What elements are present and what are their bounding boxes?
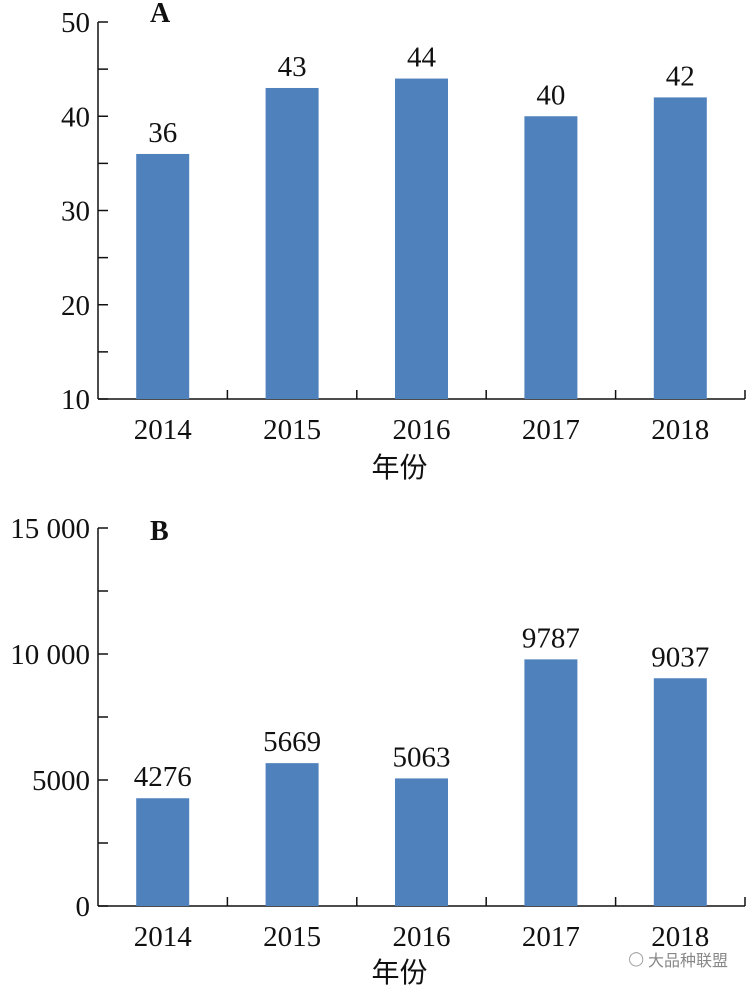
y-tick-label: 5000 [32, 765, 90, 797]
bar-2017 [524, 116, 578, 399]
x-tick-label-2017: 2017 [522, 414, 580, 446]
y-tick-label: 0 [76, 891, 91, 923]
bar-2014 [136, 798, 190, 906]
y-tick-label: 15 000 [10, 513, 90, 545]
x-axis-title: 年份 [371, 957, 427, 989]
y-tick-label: 50 [61, 7, 90, 39]
data-label-2016: 5063 [393, 741, 451, 773]
data-label-2014: 4276 [134, 761, 192, 793]
bar-2015 [265, 87, 319, 399]
x-tick-label-2018: 2018 [651, 921, 709, 953]
x-tick-label-2016: 2016 [393, 414, 451, 446]
data-label-2016: 44 [407, 42, 437, 74]
data-label-2017: 9787 [522, 622, 580, 654]
x-tick-label-2017: 2017 [522, 921, 580, 953]
bar-2016 [395, 778, 448, 906]
bar-2015 [265, 763, 319, 906]
data-label-2015: 43 [278, 51, 307, 83]
y-tick-label: 10 000 [10, 639, 90, 671]
bar-2017 [524, 659, 578, 906]
bar-2016 [395, 78, 448, 400]
data-label-2015: 5669 [263, 726, 321, 758]
x-tick-label-2015: 2015 [263, 921, 321, 953]
x-tick-label-2014: 2014 [134, 921, 193, 953]
x-tick-label-2014: 2014 [134, 414, 193, 446]
panel-label: A [150, 0, 171, 29]
data-label-2018: 42 [666, 60, 695, 92]
x-axis-title: 年份 [371, 452, 427, 484]
data-label-2017: 40 [536, 79, 565, 111]
y-tick-label: 30 [61, 196, 90, 228]
y-tick-label: 10 [61, 384, 90, 416]
data-label-2014: 36 [148, 117, 177, 149]
wechat-icon: ◯ [628, 951, 644, 967]
chart-panel-b: 0 5000 10 000 15 000 4276 2014 5669 2015 5063 201… [10, 513, 746, 989]
y-tick-label: 20 [61, 290, 90, 322]
y-tick-label: 40 [61, 101, 90, 133]
x-tick-label-2015: 2015 [263, 414, 321, 446]
bar-2014 [136, 153, 190, 399]
x-tick-label-2018: 2018 [651, 414, 709, 446]
chart-panel-a: 10 20 30 40 50 36 2014 43 2015 44 2016 40 2017 42 2018… [61, 0, 746, 484]
x-tick-label-2016: 2016 [393, 921, 451, 953]
bar-2018 [653, 678, 707, 906]
bar-2018 [653, 97, 707, 400]
data-label-2018: 9037 [651, 641, 709, 673]
panel-label: B [150, 516, 169, 547]
watermark-text: 大品种联盟 [647, 951, 728, 970]
watermark: ◯ 大品种联盟 [628, 947, 728, 971]
